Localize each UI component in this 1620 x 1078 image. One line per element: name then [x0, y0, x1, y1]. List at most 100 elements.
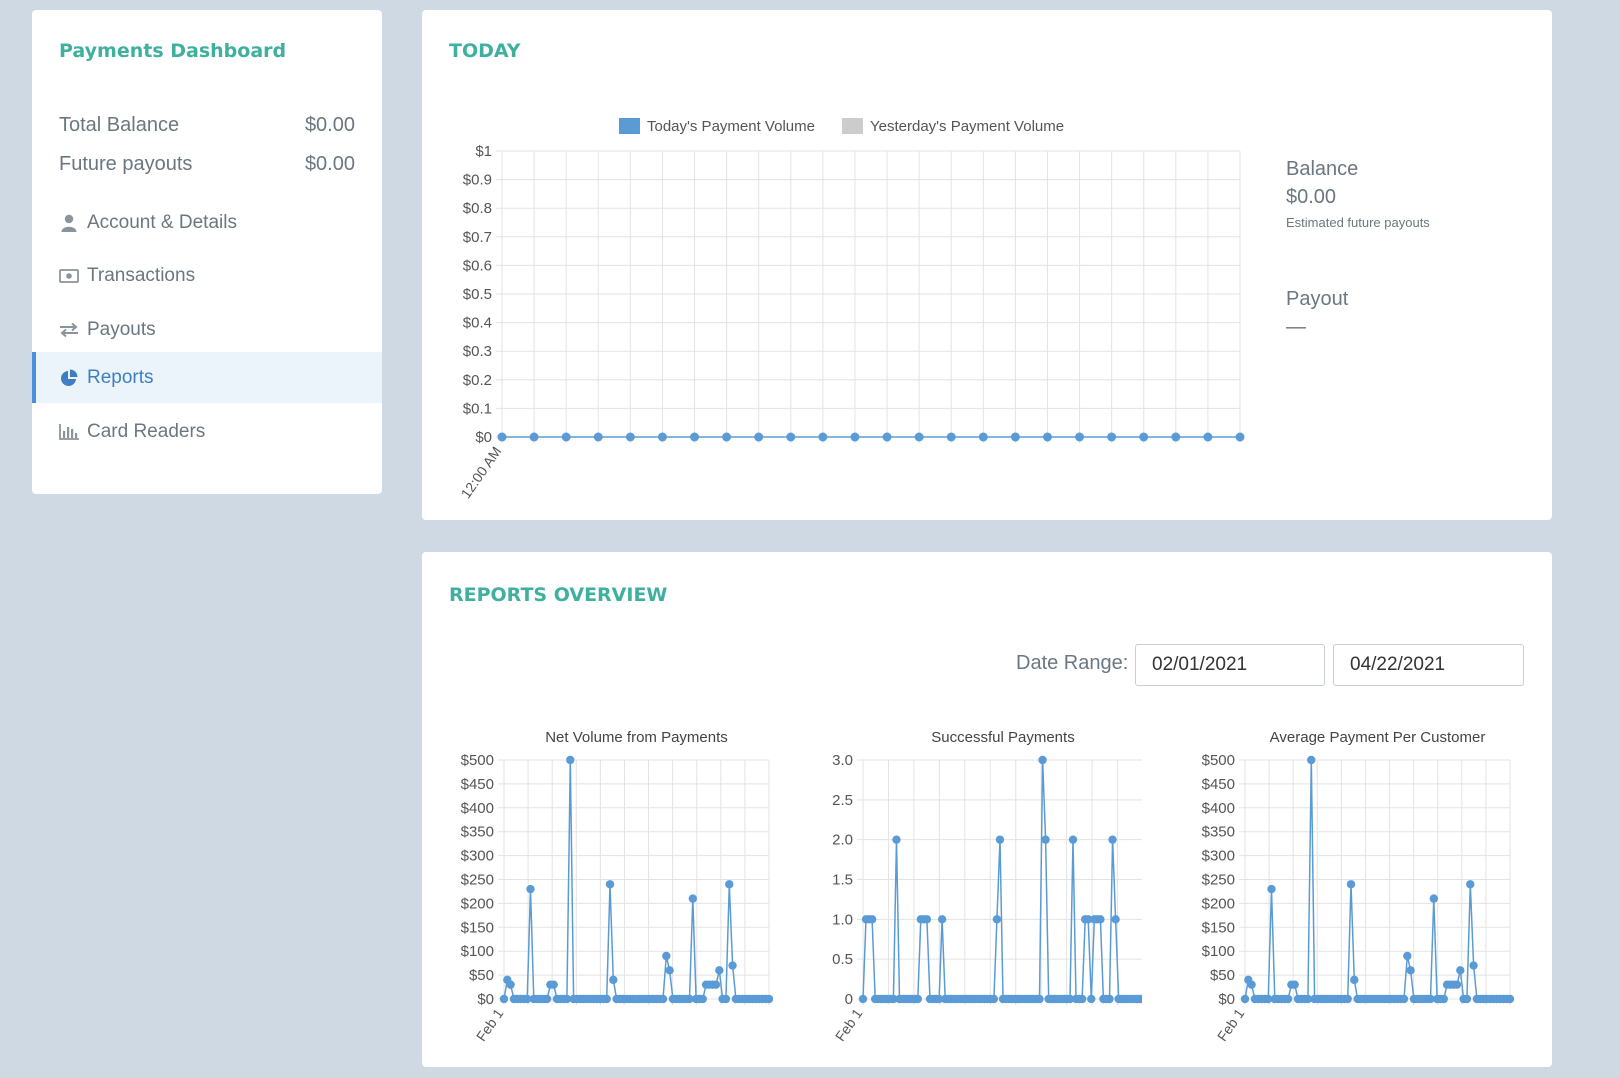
data-point	[497, 432, 507, 442]
data-point	[922, 915, 932, 924]
sidebar-item-label: Reports	[87, 366, 154, 388]
x-tick-label: 12:00 AM	[457, 444, 504, 502]
data-point	[698, 994, 707, 1004]
data-point	[593, 432, 603, 442]
data-point	[1466, 880, 1475, 889]
future-payouts-label: Future payouts	[59, 153, 193, 175]
data-point	[715, 966, 724, 975]
data-point	[721, 994, 731, 1004]
data-point	[690, 432, 700, 442]
data-point	[1139, 432, 1149, 442]
data-point	[1235, 432, 1245, 442]
data-point	[725, 880, 734, 889]
y-tick-label: $400	[1202, 800, 1235, 817]
data-point	[754, 432, 764, 442]
data-point	[658, 994, 668, 1004]
data-point	[913, 994, 922, 1004]
total-balance-value: $0.00	[304, 114, 355, 136]
data-point	[1035, 994, 1044, 1004]
data-point	[1240, 994, 1250, 1004]
money-icon	[59, 266, 79, 286]
future-payouts-row: Future payouts $0.00	[59, 153, 355, 176]
sidebar-title: Payments Dashboard	[59, 40, 287, 62]
legend-swatch-today	[619, 118, 640, 134]
data-point	[506, 980, 515, 989]
y-tick-label: $0	[475, 429, 492, 446]
y-tick-label: $0.6	[463, 257, 492, 274]
bar-chart-icon	[59, 422, 79, 442]
sidebar-item-label: Transactions	[87, 264, 196, 286]
data-point	[561, 432, 571, 442]
data-point	[1439, 994, 1448, 1004]
data-point	[499, 994, 509, 1004]
data-point	[786, 432, 796, 442]
y-tick-label: $450	[1202, 776, 1235, 793]
net-volume-chart: Net Volume from Payments $500 $450 $400 $350…	[461, 729, 774, 1044]
y-tick-label: 1.5	[832, 872, 853, 889]
data-point	[549, 980, 558, 989]
y-tick-label: $50	[469, 967, 494, 984]
data-point	[1111, 915, 1120, 924]
y-tick-label: $0.1	[463, 400, 492, 417]
sidebar: Payments Dashboard Total Balance $0.00 F…	[32, 10, 382, 494]
future-payouts-value: $0.00	[304, 153, 355, 175]
data-point	[1096, 915, 1105, 924]
y-tick-label: $250	[1202, 872, 1235, 889]
average-payment-chart: Average Payment Per Customer $500 $450 $400…	[1202, 729, 1515, 1044]
data-point	[1469, 961, 1478, 970]
legend-label: Today's Payment Volume	[647, 118, 815, 135]
data-point	[529, 432, 539, 442]
balance-value: $0.00	[1286, 186, 1337, 208]
chart-title: Net Volume from Payments	[545, 729, 728, 746]
data-point	[542, 994, 552, 1004]
y-tick-label: $100	[461, 943, 494, 960]
data-point	[657, 432, 667, 442]
sidebar-item-reports[interactable]: Reports	[32, 352, 382, 403]
data-point	[1399, 994, 1409, 1004]
y-tick-label: $300	[461, 848, 494, 865]
y-tick-label: $100	[1202, 943, 1235, 960]
data-point	[722, 432, 732, 442]
transfer-icon	[59, 320, 79, 340]
start-date-input[interactable]	[1135, 644, 1325, 686]
data-point	[665, 966, 674, 975]
y-tick-label: $0	[477, 991, 494, 1008]
data-point	[728, 961, 737, 970]
data-point	[1068, 835, 1078, 844]
data-point	[867, 915, 877, 924]
y-tick-label: $0	[1218, 991, 1235, 1008]
sidebar-item-account-details[interactable]: Account & Details	[32, 197, 382, 248]
data-point	[1452, 980, 1462, 989]
sidebar-item-card-readers[interactable]: Card Readers	[32, 406, 382, 457]
y-tick-label: $300	[1202, 848, 1235, 865]
data-point	[989, 994, 999, 1004]
data-point	[1426, 994, 1435, 1004]
y-tick-label: $0.3	[463, 343, 492, 360]
total-balance-label: Total Balance	[59, 114, 180, 136]
data-point	[1247, 980, 1256, 989]
data-point	[1087, 994, 1096, 1004]
y-tick-label: $450	[461, 776, 494, 793]
data-point	[1042, 432, 1052, 442]
data-point	[1263, 994, 1273, 1004]
payout-label: Payout	[1286, 288, 1349, 310]
sidebar-item-transactions[interactable]: Transactions	[32, 250, 382, 301]
date-range-label: Date Range:	[1016, 652, 1129, 674]
data-point	[764, 994, 774, 1004]
y-tick-label: $0.4	[463, 315, 492, 332]
data-point	[995, 835, 1005, 844]
data-point	[1075, 432, 1085, 442]
data-point	[1084, 915, 1093, 924]
chart-title: Successful Payments	[931, 729, 1074, 746]
data-point	[1403, 951, 1412, 961]
data-point	[688, 894, 698, 903]
end-date-input[interactable]	[1333, 644, 1524, 686]
payout-value: —	[1286, 316, 1306, 338]
data-point	[937, 915, 947, 924]
sidebar-item-payouts[interactable]: Payouts	[32, 304, 382, 355]
y-tick-label: 2.0	[832, 832, 853, 849]
y-tick-label: $150	[1202, 919, 1235, 936]
data-point	[992, 915, 1002, 924]
data-point	[818, 432, 828, 442]
balance-sub: Estimated future payouts	[1286, 215, 1430, 230]
